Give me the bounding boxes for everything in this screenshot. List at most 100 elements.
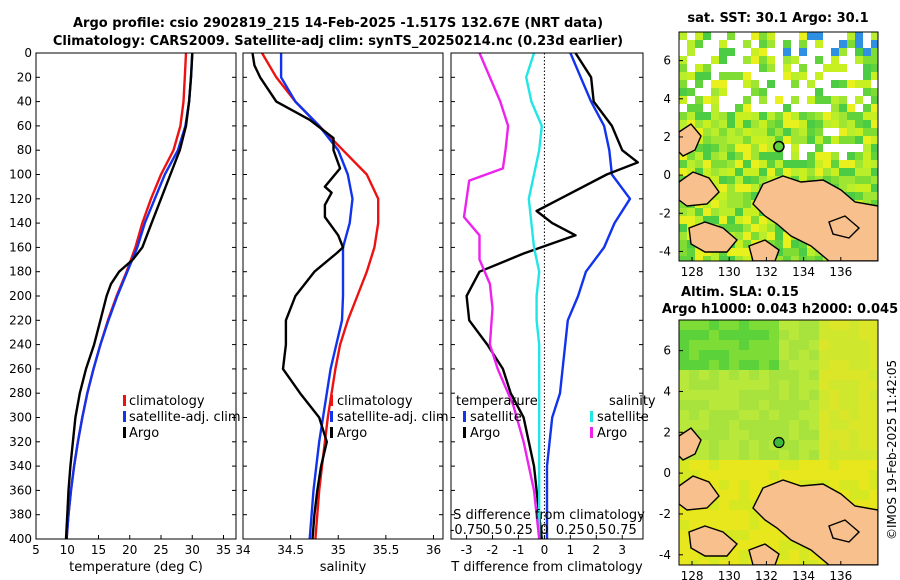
sst-cell (871, 136, 878, 144)
sst-cell (679, 160, 687, 168)
sst-cell (799, 48, 807, 56)
sst-cell (775, 40, 783, 48)
sla-cell (789, 430, 799, 440)
sst-cell (839, 160, 847, 168)
sla-cell (849, 450, 859, 460)
sla-cell (789, 390, 799, 400)
sst-cell (743, 96, 751, 104)
sla-cell (729, 480, 739, 490)
sst-cell (767, 48, 775, 56)
sst-cell (815, 168, 823, 176)
sst-cell (687, 248, 695, 256)
sst-cell (695, 256, 703, 261)
sst-cell (695, 88, 703, 96)
sla-cell (719, 500, 729, 510)
land-mass (748, 543, 780, 565)
sst-cell (855, 160, 863, 168)
sst-cell (807, 256, 815, 261)
sla-cell (859, 420, 869, 430)
sla-cell (709, 370, 719, 380)
sla-cell (859, 390, 869, 400)
sst-cell (719, 256, 727, 261)
sla-cell (739, 370, 749, 380)
sst-cell (735, 144, 743, 152)
sst-cell (791, 56, 799, 64)
sst-cell (807, 104, 815, 112)
sla-cell (859, 490, 869, 500)
sst-cell (735, 240, 743, 248)
sst-cell (703, 216, 711, 224)
sla-cell (819, 410, 829, 420)
sst-cell (711, 160, 719, 168)
sst-cell (775, 120, 783, 128)
sla-cell (729, 400, 739, 410)
sla-cell (779, 430, 789, 440)
series-line-s-satellite (525, 52, 543, 539)
sla-cell (739, 550, 749, 560)
sla-cell (749, 540, 759, 550)
sla-cell (819, 450, 829, 460)
sst-cell (759, 40, 767, 48)
sla-cell (859, 460, 869, 470)
sst-cell (791, 240, 799, 248)
sla-cell (779, 330, 789, 340)
sla-cell (729, 530, 739, 540)
sst-cell (815, 48, 823, 56)
sla-cell (779, 550, 789, 560)
sla-cell (699, 360, 709, 370)
sst-map-title: sat. SST: 30.1 Argo: 30.1 (687, 11, 868, 26)
sla-cell (719, 400, 729, 410)
series-line-argo (64, 52, 194, 540)
sla-cell (789, 340, 799, 350)
sst-cell (791, 120, 799, 128)
sla-cell (699, 510, 709, 520)
sla-cell (689, 330, 699, 340)
sla-cell (849, 470, 859, 480)
sla-cell (749, 370, 759, 380)
sst-cell (719, 168, 727, 176)
sla-cell (849, 480, 859, 490)
sla-cell (759, 370, 769, 380)
sst-cell (847, 80, 855, 88)
sst-cell (815, 136, 823, 144)
series-line-t-satellite (545, 52, 632, 539)
map-y-tick-label: 0 (663, 466, 671, 480)
sst-cell (727, 192, 735, 200)
sst-cell (855, 32, 863, 40)
difference-panel: -3 -2 -1 0 1 2 3 T difference from climatology S… (450, 52, 645, 575)
sla-cell (699, 340, 709, 350)
sst-cell (759, 128, 767, 136)
sla-cell (769, 450, 779, 460)
sst-cell (711, 208, 719, 216)
sst-cell (855, 104, 863, 112)
sst-cell (687, 208, 695, 216)
sla-cell (749, 420, 759, 430)
sla-cell (749, 520, 759, 530)
sst-cell (695, 248, 703, 256)
sla-cell (799, 380, 809, 390)
sla-cell (759, 410, 769, 420)
y-tick-label: 120 (9, 192, 32, 206)
sst-cell (783, 256, 791, 261)
sst-cell (871, 192, 878, 200)
legend-swatch-satellite (330, 411, 333, 422)
sst-cell (727, 96, 735, 104)
sst-cell (807, 88, 815, 96)
sla-cell (809, 370, 819, 380)
sst-cell (759, 168, 767, 176)
sla-cell (719, 430, 729, 440)
sla-cell (829, 370, 839, 380)
sla-cell (849, 490, 859, 500)
sst-cell (767, 232, 775, 240)
sla-cell (859, 430, 869, 440)
sst-cell (823, 72, 831, 80)
sst-cell (751, 48, 759, 56)
map-y-tick-label: -4 (659, 244, 671, 258)
sst-cell (727, 160, 735, 168)
sla-map-title-line1: Altim. SLA: 0.15 (681, 285, 799, 300)
sla-cell (789, 380, 799, 390)
sst-cell (783, 80, 791, 88)
sst-cell (815, 96, 823, 104)
sla-cell (759, 390, 769, 400)
sla-cell (719, 450, 729, 460)
